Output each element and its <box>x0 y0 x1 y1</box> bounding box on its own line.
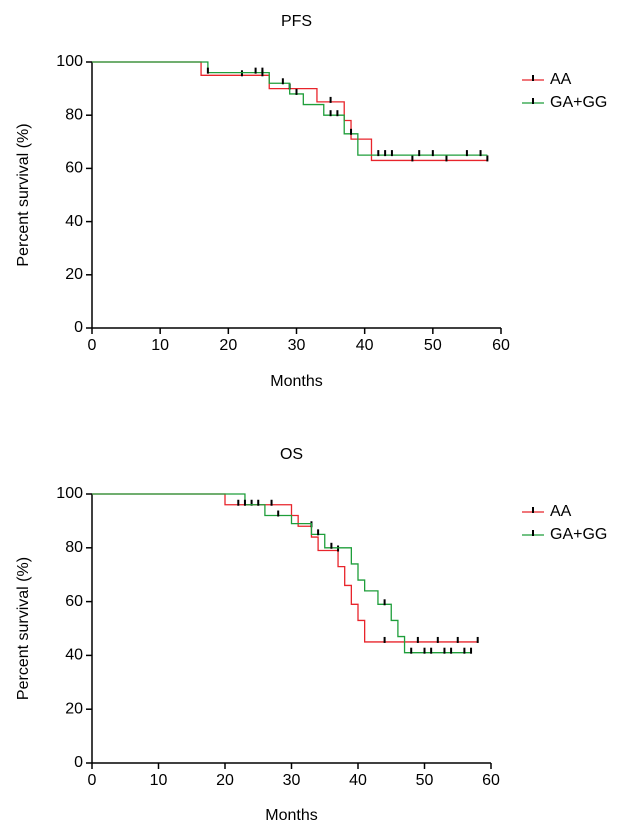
x-tick-label: 10 <box>151 337 169 354</box>
y-tick-label: 60 <box>65 160 83 177</box>
x-tick-label: 40 <box>349 772 367 789</box>
chart-title: OS <box>280 446 303 463</box>
x-tick-label: 0 <box>88 772 97 789</box>
y-tick-label: 20 <box>65 700 83 717</box>
y-tick-label: 80 <box>65 539 83 556</box>
x-axis-label: Months <box>270 373 322 390</box>
x-axis-label: Months <box>265 807 317 824</box>
y-axis-label: Percent survival (%) <box>15 123 32 266</box>
legend-label: GA+GG <box>550 526 607 543</box>
x-tick-label: 10 <box>150 772 168 789</box>
survival-curve <box>92 61 488 156</box>
y-axis-label: Percent survival (%) <box>15 557 32 700</box>
x-tick-label: 60 <box>492 337 510 354</box>
y-tick-label: 40 <box>65 647 83 664</box>
legend-label: AA <box>550 503 572 520</box>
y-tick-label: 0 <box>74 754 83 771</box>
y-tick-label: 60 <box>65 593 83 610</box>
x-tick-label: 40 <box>356 337 374 354</box>
chart-title: PFS <box>281 13 312 30</box>
y-tick-label: 100 <box>56 53 83 70</box>
x-tick-label: 60 <box>482 772 500 789</box>
y-tick-label: 80 <box>65 106 83 123</box>
x-tick-label: 30 <box>288 337 306 354</box>
y-tick-label: 20 <box>65 266 83 283</box>
survival-curve <box>92 493 478 643</box>
legend-label: AA <box>550 71 572 88</box>
x-tick-label: 20 <box>216 772 234 789</box>
x-tick-label: 0 <box>88 337 97 354</box>
survival-curve <box>92 493 472 654</box>
survival-curve <box>92 61 488 162</box>
y-tick-label: 40 <box>65 213 83 230</box>
y-tick-label: 100 <box>56 485 83 502</box>
x-tick-label: 30 <box>283 772 301 789</box>
x-tick-label: 50 <box>416 772 434 789</box>
y-tick-label: 0 <box>74 319 83 336</box>
x-tick-label: 50 <box>424 337 442 354</box>
x-tick-label: 20 <box>219 337 237 354</box>
legend-label: GA+GG <box>550 94 607 111</box>
